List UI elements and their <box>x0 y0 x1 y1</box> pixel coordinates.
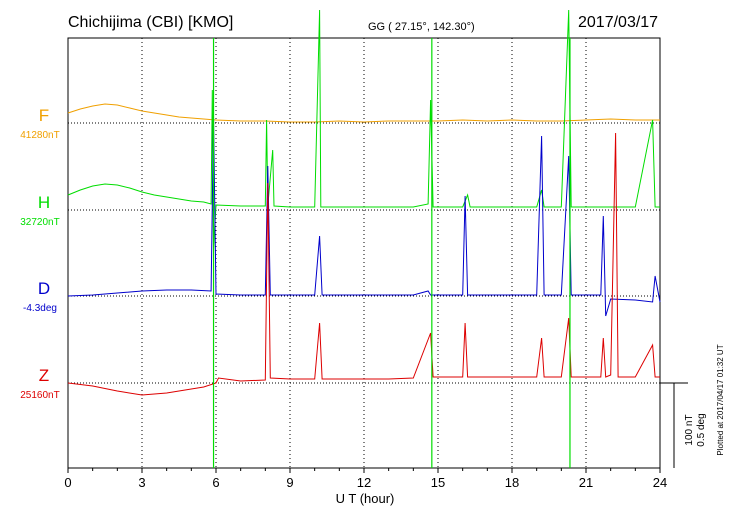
series-baseline-f: 41280nT <box>20 130 59 141</box>
series-baseline-d: -4.3deg <box>23 303 57 314</box>
x-tick-label-18: 18 <box>505 475 519 490</box>
coordinates-label: GG ( 27.15°, 142.30°) <box>368 21 475 33</box>
series-line-z <box>67 132 660 396</box>
x-tick-label-9: 9 <box>286 475 293 490</box>
series-layer <box>67 9 661 396</box>
series-name-z: Z <box>39 366 49 385</box>
x-tick-label-12: 12 <box>357 475 371 490</box>
plotted-note: Plotted at 2017/04/17 01:32 UT <box>716 344 725 455</box>
x-tick-label-0: 0 <box>64 475 71 490</box>
x-axis: 0 3 6 9 12 15 18 21 24 <box>64 468 667 490</box>
scale-deg-label: 0.5 deg <box>696 413 707 446</box>
series-labels: F 41280nT H 32720nT D -4.3deg Z 25160nT <box>20 106 59 401</box>
series-line-h <box>67 9 660 251</box>
series-name-h: H <box>38 193 50 212</box>
x-tick-label-24: 24 <box>653 475 667 490</box>
x-tick-label-3: 3 <box>138 475 145 490</box>
series-name-d: D <box>38 279 50 298</box>
x-axis-label: U T (hour) <box>336 491 395 506</box>
series-baseline-h: 32720nT <box>20 217 59 228</box>
series-line-f <box>67 103 660 123</box>
station-title: Chichijima (CBI) [KMO] <box>68 14 233 31</box>
x-tick-label-6: 6 <box>212 475 219 490</box>
x-tick-label-15: 15 <box>431 475 445 490</box>
date-label: 2017/03/17 <box>578 14 658 31</box>
spike-lines <box>212 38 571 468</box>
grid-lines <box>141 38 587 468</box>
scale-bar: 100 nT 0.5 deg <box>660 382 707 468</box>
scale-nt-label: 100 nT <box>684 414 695 445</box>
series-name-f: F <box>39 106 49 125</box>
series-baseline-z: 25160nT <box>20 390 59 401</box>
x-tick-label-21: 21 <box>579 475 593 490</box>
